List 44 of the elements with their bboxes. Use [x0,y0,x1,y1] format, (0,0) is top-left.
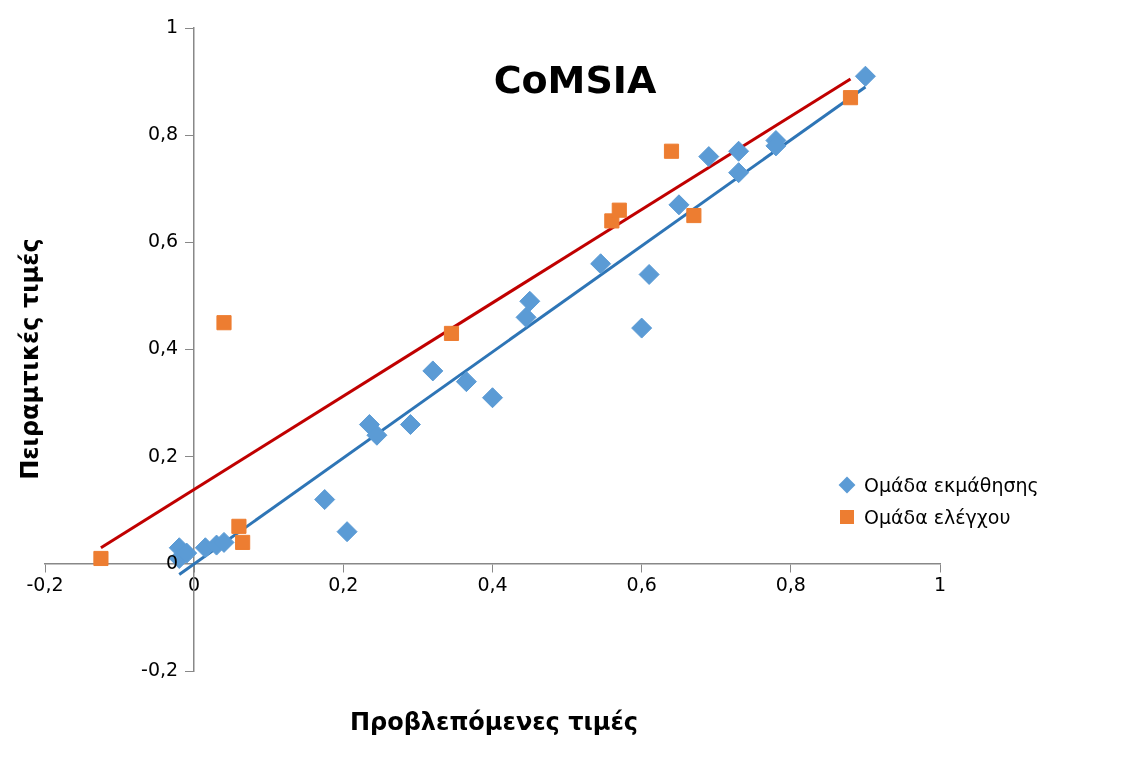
x-tick-label: -0,2 [26,573,64,596]
point [631,317,653,339]
point [728,140,750,162]
point [638,263,660,285]
point [698,146,720,168]
y-tick-label: 0 [166,550,179,573]
point [663,143,680,159]
point [519,290,541,312]
point [314,489,336,511]
point [728,162,750,184]
y-tick-label: 0,2 [147,443,179,466]
y-axis-title: Πειραμτικές τιμές [16,237,44,482]
point [366,424,388,446]
x-tick-label: 0,2 [328,573,359,596]
point [235,534,251,550]
y-tick-label: 0,8 [147,122,179,145]
point [399,414,421,436]
point [686,207,702,224]
x-axis-title: Προβλεπόμενες τιμές [348,708,640,736]
y-tick-label: 0,6 [147,229,179,252]
x-tick-label: 0,6 [626,573,657,596]
y-tick-label: -0,2 [141,657,179,680]
point [216,315,232,331]
x-tick-label: 1 [933,573,947,596]
point [668,194,690,216]
point [854,65,876,87]
y-tick-label: 1 [166,14,179,37]
point [455,371,477,393]
point [336,521,358,543]
legend-label: Ομάδα ελέγχου [864,506,1011,528]
x-tick-label: 0,4 [477,573,508,596]
point [231,518,247,534]
point [93,550,109,567]
legend-label: Ομάδα εκμάθησης [864,474,1039,496]
point [590,253,612,275]
point [611,202,627,218]
text: CoMSIA [492,58,658,102]
point [422,360,444,382]
y-tick-label: 0,4 [147,336,179,359]
point [842,90,859,106]
x-tick-label: 0,8 [775,573,806,596]
point [443,325,460,341]
point [515,306,537,328]
point [482,387,503,409]
